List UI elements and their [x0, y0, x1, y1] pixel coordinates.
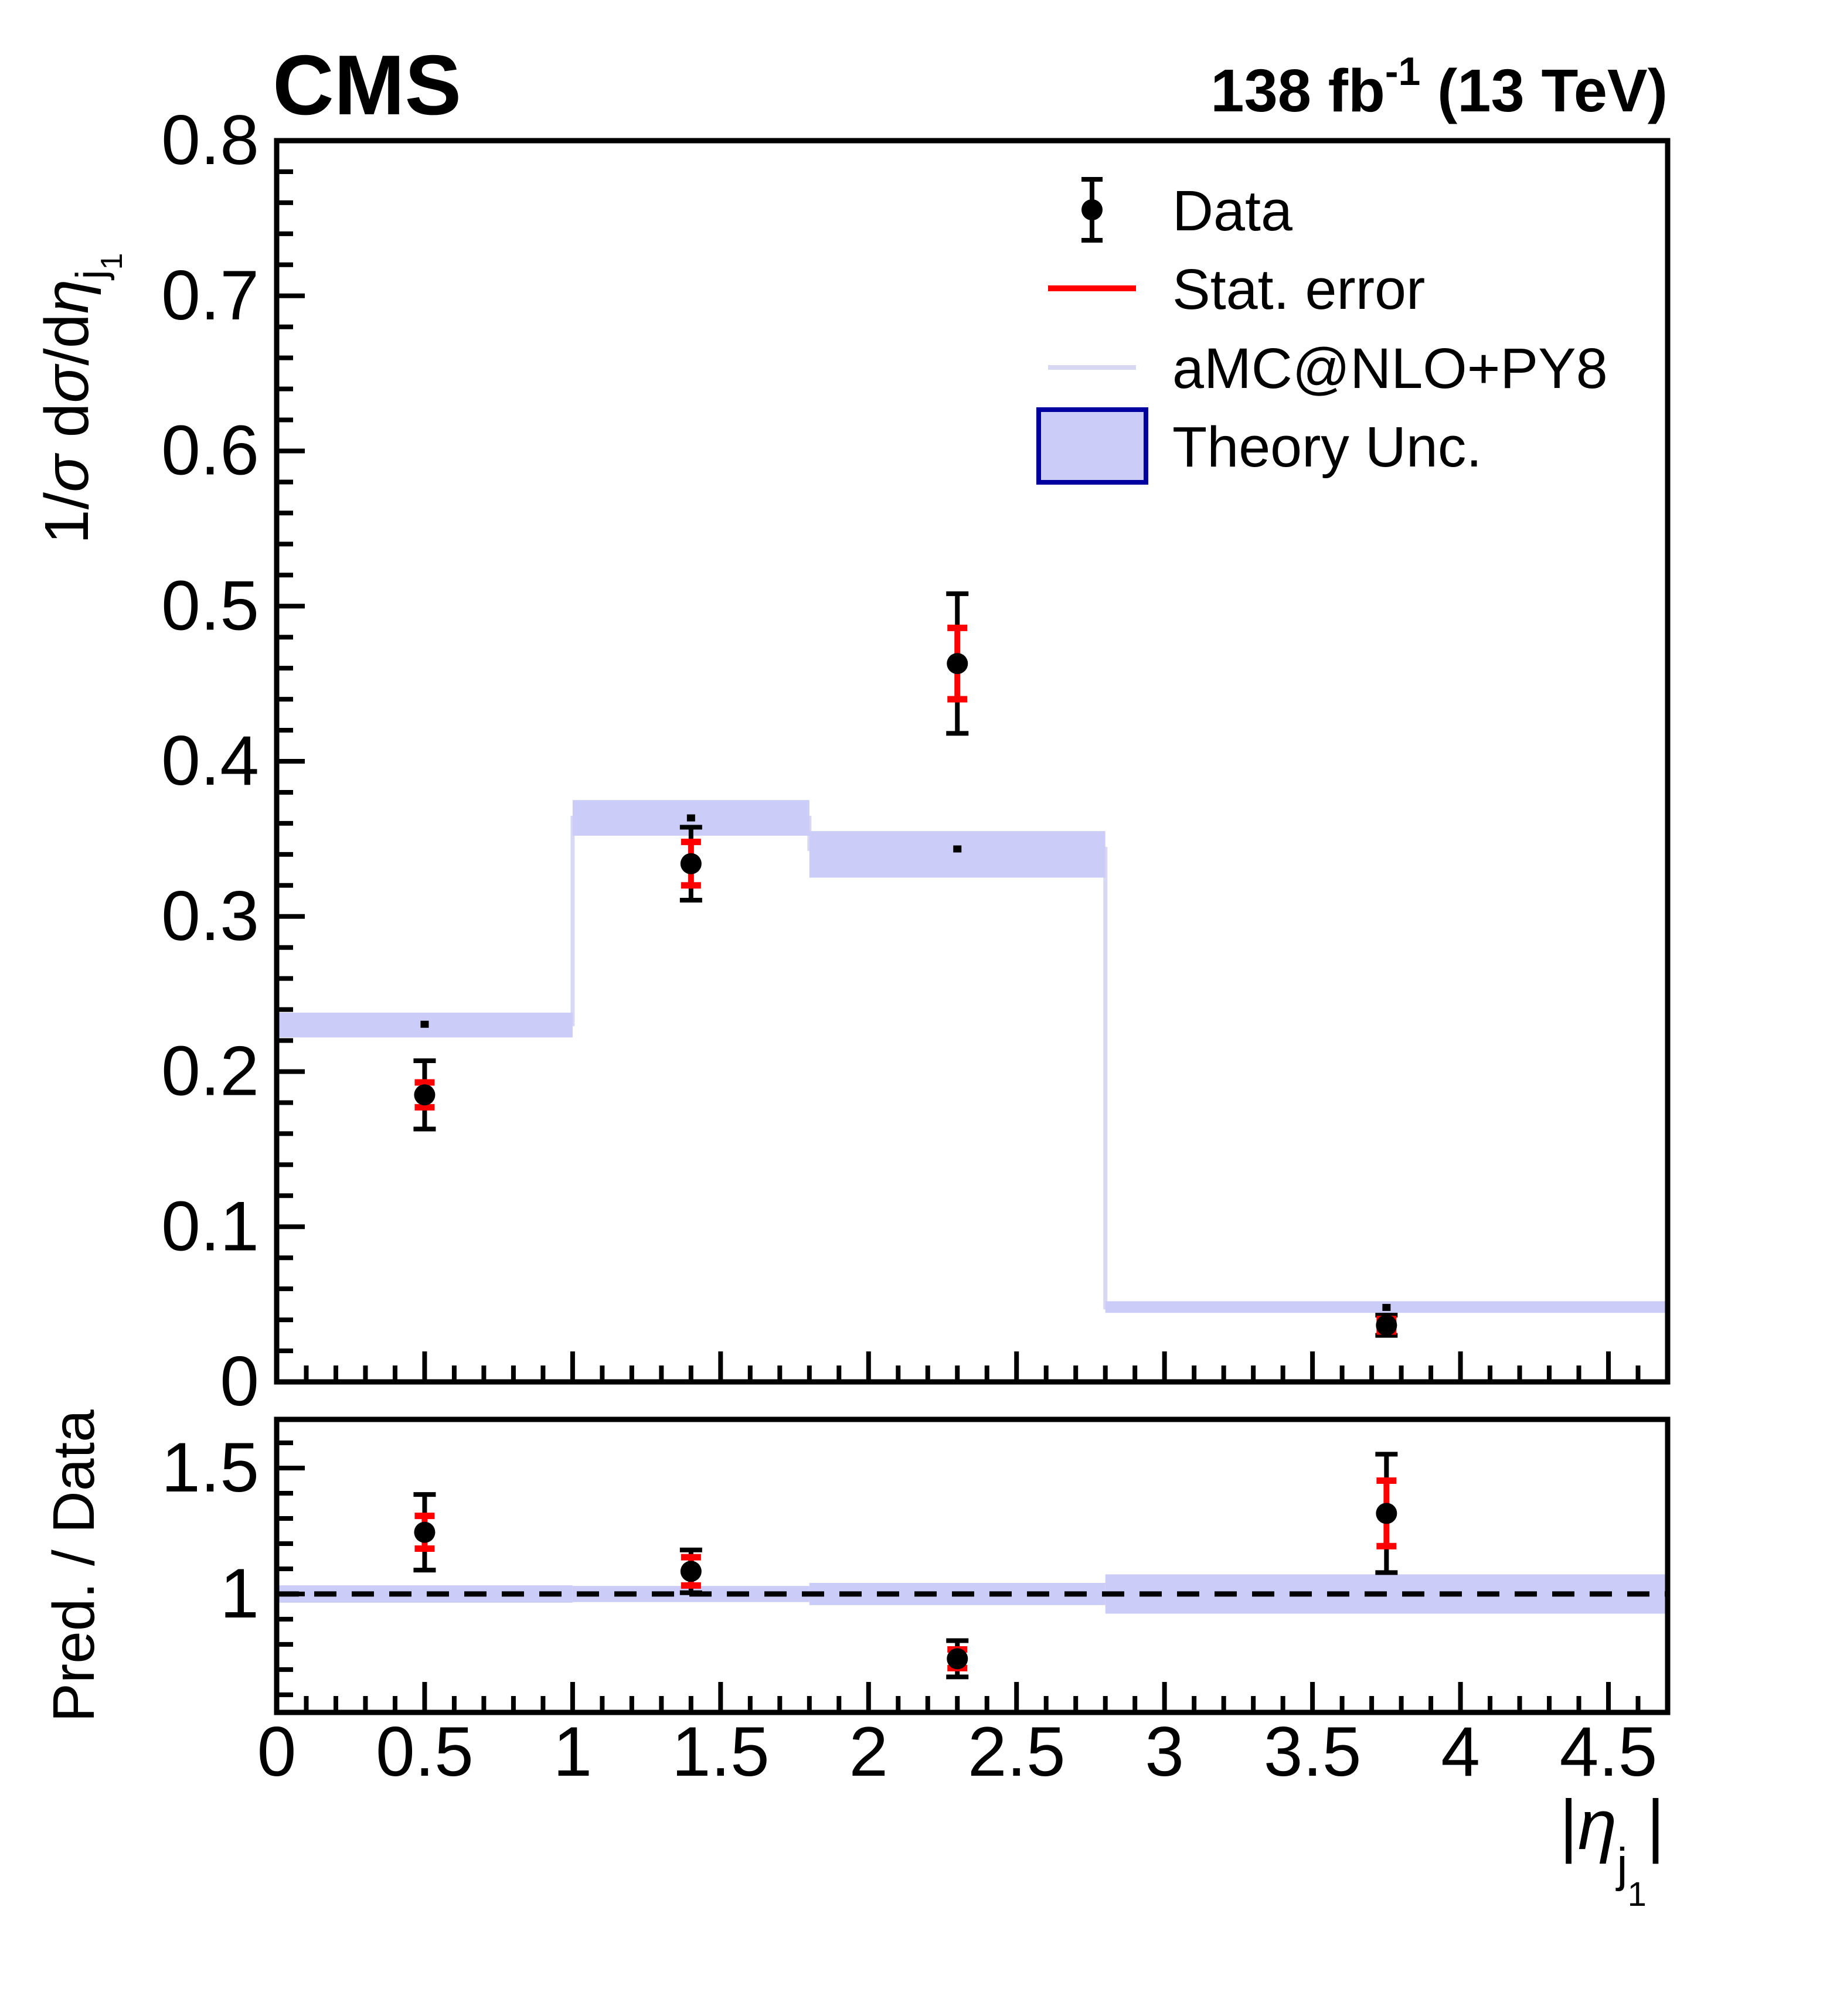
- legend-item-theory-unc: Theory Unc.: [1036, 407, 1482, 485]
- legend-label-stat-error: Stat. error: [1172, 257, 1425, 321]
- theory-unc-band: [809, 831, 1106, 878]
- x-tick-label: 2: [849, 1712, 888, 1791]
- x-tick-label: 0.5: [376, 1712, 474, 1791]
- ratio-point: [414, 1521, 436, 1543]
- main-y-tick-label: 0.8: [161, 101, 259, 179]
- data-marker-icon: [1081, 177, 1103, 243]
- data-point: [680, 853, 702, 874]
- main-y-tick-label: 0.1: [161, 1187, 259, 1265]
- legend-item-data: Data: [1081, 177, 1292, 243]
- ratio-point: [680, 1561, 702, 1582]
- main-y-tick-label: 0.3: [161, 877, 259, 955]
- legend-label-theory-unc: Theory Unc.: [1172, 415, 1482, 479]
- data-point: [947, 653, 968, 675]
- theory-unc-box-icon: [1036, 407, 1148, 485]
- theory-point: [1382, 1303, 1391, 1311]
- ratio-panel-frame: [274, 1416, 1671, 1715]
- x-axis-title: |ηj1|: [1560, 1786, 1665, 1913]
- ratio-y-tick-label: 1.5: [161, 1428, 259, 1507]
- theory-point: [953, 845, 962, 853]
- x-tick-label: 4: [1441, 1712, 1480, 1791]
- x-tick-label: 4.5: [1560, 1712, 1658, 1791]
- main-panel-frame: [274, 138, 1671, 1385]
- x-tick-label: 0: [257, 1712, 297, 1791]
- legend-label-theory-line: aMC@NLO+PY8: [1172, 336, 1608, 400]
- x-tick-label: 2.5: [968, 1712, 1066, 1791]
- x-tick-label: 1: [553, 1712, 593, 1791]
- luminosity-label: 138 fb-1 (13 TeV): [1210, 49, 1668, 124]
- ratio-point: [1376, 1503, 1397, 1524]
- theory-step-line: [277, 816, 1668, 1310]
- main-y-axis-title: 1/σ dσ/dηj1: [32, 253, 129, 544]
- theory-point: [420, 1020, 429, 1028]
- x-tick-label: 3: [1145, 1712, 1184, 1791]
- experiment-label: CMS: [273, 38, 461, 132]
- main-y-tick-label: 0.6: [161, 411, 259, 490]
- legend-item-theory-line: aMC@NLO+PY8: [1048, 336, 1608, 400]
- legend: Data Stat. error aMC@NLO+PY8 Theory Unc.: [1036, 177, 1608, 485]
- legend-label-data: Data: [1172, 179, 1292, 243]
- data-point: [1376, 1315, 1397, 1336]
- ratio-y-axis-title: Pred. / Data: [41, 1409, 107, 1722]
- ratio-y-tick-label: 1: [220, 1554, 259, 1633]
- main-y-tick-label: 0: [220, 1342, 259, 1421]
- main-y-tick-label: 0.4: [161, 721, 259, 800]
- main-y-tick-label: 0.2: [161, 1032, 259, 1111]
- x-tick-label: 1.5: [672, 1712, 770, 1791]
- ratio-point: [947, 1648, 968, 1670]
- legend-item-stat-error: Stat. error: [1048, 257, 1425, 321]
- main-y-tick-label: 0.5: [161, 566, 259, 645]
- data-point: [414, 1084, 436, 1106]
- theory-point: [686, 814, 695, 822]
- x-tick-label: 3.5: [1264, 1712, 1362, 1791]
- main-y-tick-label: 0.7: [161, 256, 259, 335]
